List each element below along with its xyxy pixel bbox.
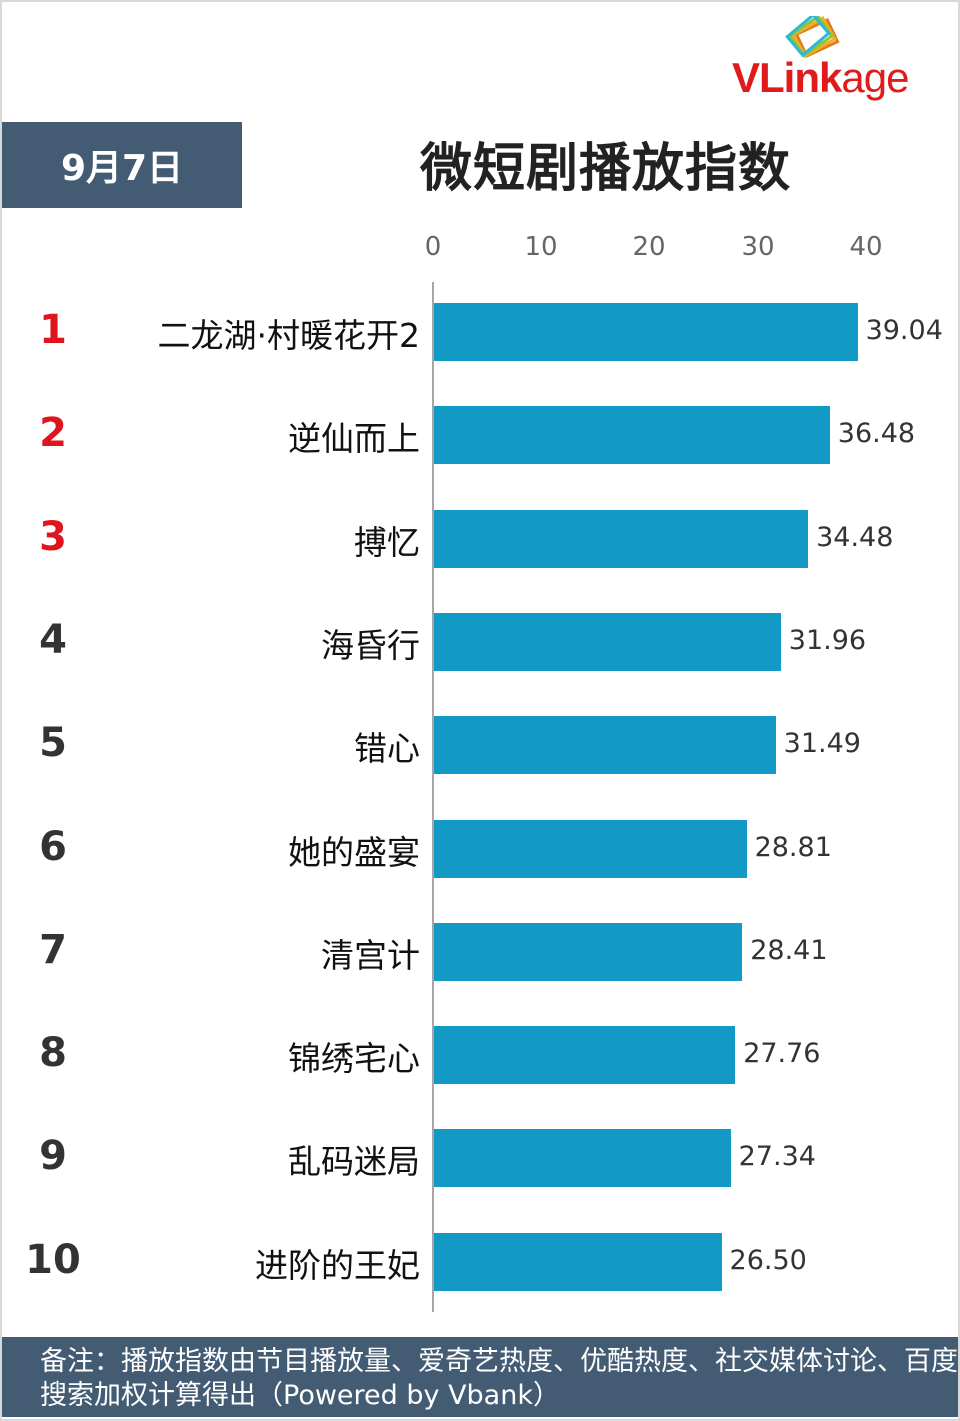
value-label: 26.50 [729,1244,807,1276]
value-bar [434,1129,731,1188]
chart-row: 9 乱码迷局 27.34 [0,1129,960,1188]
chart-row: 5 错心 31.49 [0,716,960,775]
drama-name: 进阶的王妃 [255,1245,420,1285]
value-bar [434,509,809,568]
chart-row: 6 她的盛宴 28.81 [0,819,960,878]
tick-label: 30 [741,232,775,262]
value-label: 36.48 [837,418,916,450]
stacked-frames-icon [785,16,840,59]
value-label: 27.76 [743,1038,821,1070]
tick-label: 0 [424,232,442,262]
rank-number: 6 [39,823,67,870]
rank-number: 5 [39,720,67,767]
value-bar [434,612,781,671]
value-bar [434,303,858,361]
value-label: 28.81 [754,831,832,863]
drama-name: 清宫计 [321,935,420,975]
chart-row: 7 清宫计 28.41 [0,922,960,981]
drama-name: 错心 [354,729,420,769]
drama-name: 海昏行 [321,625,420,665]
tick-label: 20 [632,232,666,262]
chart-row: 10 进阶的王妃 26.50 [0,1232,960,1291]
drama-name: 她的盛宴 [288,832,420,872]
value-label: 31.96 [788,624,867,656]
drama-name: 逆仙而上 [288,419,420,459]
value-label: 28.41 [750,934,828,966]
chart-title: 微短剧播放指数 [420,139,792,199]
footnote: 备注：播放指数由节目播放量、爱奇艺热度、优酷热度、社交媒体讨论、百度搜索加权计算… [2,1337,958,1417]
drama-name: 二龙湖·村暖花开2 [157,316,421,355]
rank-number: 1 [39,307,67,353]
rank-number: 4 [39,616,67,663]
chart-row: 4 海昏行 31.96 [0,612,960,671]
rank-number: 7 [39,926,67,973]
drama-name: 搏忆 [354,522,420,562]
chart-row: 1 二龙湖·村暖花开2 39.04 [0,303,960,361]
value-bar [434,716,776,775]
drama-name: 乱码迷局 [288,1142,420,1182]
chart-row: 3 搏忆 34.48 [0,509,960,568]
value-label: 34.48 [816,521,894,553]
value-bar [434,406,830,465]
vlinkage-logo: VLinkage [732,16,952,101]
value-bar [434,1026,736,1085]
drama-name: 锦绣宅心 [288,1039,420,1079]
rank-number: 9 [39,1133,67,1180]
value-bar [434,1232,722,1291]
tick-label: 10 [524,232,558,262]
rank-number: 2 [39,410,67,457]
value-label: 31.49 [783,728,861,760]
rank-number: 8 [39,1030,67,1077]
rank-number: 3 [39,513,67,560]
value-bar [434,819,747,878]
value-label: 27.34 [738,1141,816,1173]
value-label: 39.04 [865,315,943,346]
logo-text: VLinkage [732,54,909,101]
date-badge: 9月7日 [2,122,242,208]
chart-row: 8 锦绣宅心 27.76 [0,1026,960,1085]
tick-label: 40 [849,232,883,262]
y-axis-line [432,282,434,1312]
rank-number: 10 [25,1236,81,1283]
value-bar [434,922,743,981]
chart-row: 2 逆仙而上 36.48 [0,406,960,465]
